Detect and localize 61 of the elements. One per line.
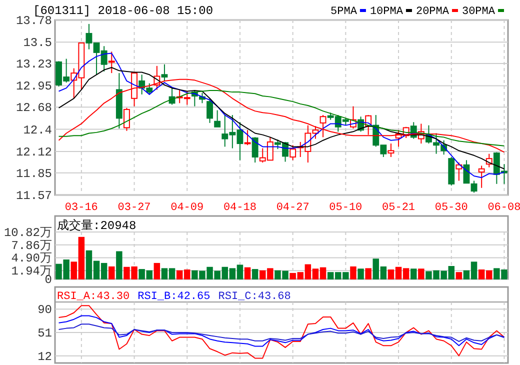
- y-tick-label: 12.68: [16, 101, 52, 116]
- candlestick: [108, 51, 115, 74]
- candlestick: [206, 98, 213, 124]
- y-tick-label: 90: [38, 303, 52, 318]
- legend-label: 10PMA: [370, 6, 404, 18]
- legend-label: 30PMA: [462, 6, 496, 18]
- x-tick-label: 06-08: [488, 202, 520, 214]
- candlestick: [456, 162, 462, 182]
- x-tick-label: 03-16: [64, 202, 98, 214]
- candlestick: [470, 180, 478, 194]
- bar: [252, 269, 258, 280]
- x-tick-label: 04-18: [223, 202, 256, 214]
- y-tick-label: 12.95: [16, 80, 52, 94]
- series-label: RSI_A:43.30: [57, 291, 130, 303]
- line-series: [58, 324, 505, 342]
- bar: [456, 272, 462, 280]
- legend-label: 5PMA: [330, 6, 358, 18]
- chart-title: [601311] 2018-06-08 15:00: [33, 4, 214, 18]
- bar: [154, 262, 160, 280]
- x-tick-label: 05-21: [382, 202, 416, 214]
- text: RSI_C:43.68: [218, 291, 291, 303]
- legend-label: 20PMA: [416, 6, 450, 18]
- candlestick: [290, 144, 296, 161]
- x-tick-label: 03-27: [118, 202, 151, 214]
- chart-title: 成交量:20948: [57, 218, 136, 233]
- y-tick-label: 13.5: [23, 36, 52, 50]
- line-series: [58, 315, 505, 347]
- bar: [244, 267, 251, 280]
- bar: [365, 268, 372, 280]
- candlestick: [124, 107, 130, 132]
- text: RSI_B:42.65: [138, 291, 210, 303]
- bar: [418, 268, 424, 280]
- candlestick: [214, 110, 221, 128]
- y-tick-label: 12.12: [16, 145, 52, 160]
- x-tick-label: 05-30: [434, 202, 468, 214]
- y-tick-label: 10.82万: [4, 226, 52, 240]
- candlestick: [320, 114, 326, 138]
- y-tick-label: 12: [38, 350, 52, 364]
- y-tick-label: 0: [44, 273, 52, 287]
- x-tick-label: 04-27: [276, 202, 310, 214]
- candlestick: [388, 143, 394, 158]
- bar: [350, 266, 356, 280]
- y-tick-label: 7.86万: [11, 238, 52, 253]
- bar: [116, 251, 122, 280]
- x-tick-label: 04-09: [170, 202, 204, 214]
- candlestick: [478, 165, 485, 188]
- line-series: [58, 90, 505, 146]
- x-tick-label: 05-10: [329, 202, 362, 214]
- y-tick-label: 4.90万: [11, 252, 52, 266]
- y-tick-label: 11.57: [16, 189, 52, 203]
- line-series: [58, 305, 505, 359]
- y-tick-label: 13.23: [16, 58, 52, 72]
- candlestick: [161, 64, 168, 82]
- candlestick: [252, 136, 258, 164]
- y-tick-label: 11.85: [16, 166, 52, 181]
- bar: [410, 268, 417, 280]
- y-tick-label: 51: [38, 326, 52, 340]
- bar: [358, 268, 364, 280]
- bar: [108, 266, 115, 280]
- y-tick-label: 12.4: [23, 123, 52, 138]
- candlestick: [244, 130, 251, 146]
